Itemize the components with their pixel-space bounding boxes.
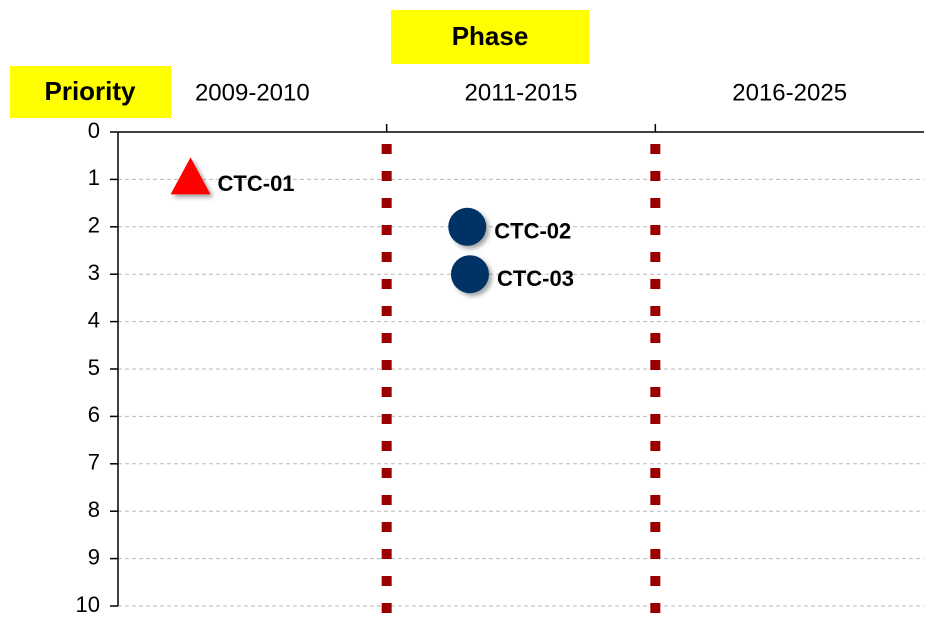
x-label-box [391, 10, 589, 64]
y-label-box [10, 66, 171, 118]
x-axis-label: Phase [452, 21, 529, 51]
y-tick-label: 2 [88, 213, 100, 238]
point-marker [170, 157, 211, 195]
y-axis-label: Priority [44, 76, 136, 106]
point-marker [448, 207, 487, 246]
y-tick-label: 8 [88, 497, 100, 522]
y-tick-label: 3 [88, 260, 100, 285]
x-tick-label: 2011-2015 [465, 79, 578, 106]
y-tick-label: 6 [88, 402, 100, 427]
y-tick-label: 0 [88, 118, 100, 143]
point-label: CTC-03 [497, 266, 574, 291]
x-tick-label: 2009-2010 [195, 79, 310, 106]
y-tick-label: 10 [76, 592, 100, 617]
point-label: CTC-01 [218, 171, 295, 196]
y-tick-label: 4 [88, 307, 100, 332]
point-label: CTC-02 [494, 219, 571, 244]
y-tick-label: 7 [88, 450, 100, 475]
x-tick-label: 2016-2025 [732, 79, 847, 106]
y-tick-label: 5 [88, 355, 100, 380]
y-tick-label: 9 [88, 544, 100, 569]
point-marker [450, 255, 489, 294]
y-tick-label: 1 [88, 165, 100, 190]
